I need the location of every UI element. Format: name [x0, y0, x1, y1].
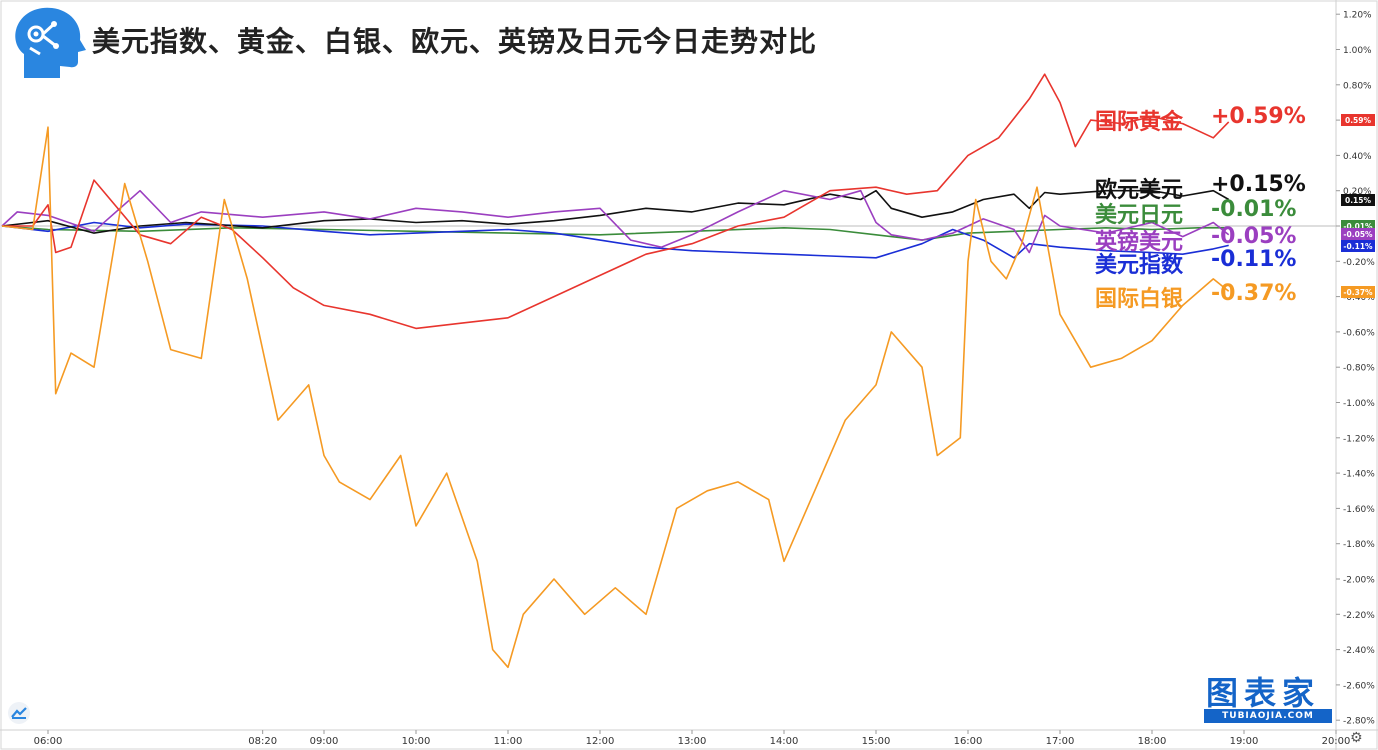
- legend-series-change: +0.15%: [1211, 172, 1306, 197]
- y-tick-label: 0.80%: [1343, 81, 1372, 91]
- price-badges: 0.59% 0.15% -0.01%-0.05% -0.11% -0.37%: [1341, 114, 1375, 298]
- x-tick-label: 14:00: [770, 736, 799, 747]
- series-badge-1: [1341, 194, 1375, 206]
- x-tick-label: 18:00: [1138, 736, 1167, 747]
- series-badge-label-1: 0.15%: [1345, 196, 1372, 205]
- x-tick-label: 11:00: [494, 736, 523, 747]
- x-tick-label: 19:00: [1230, 736, 1259, 747]
- legend-series-change: -0.11%: [1211, 247, 1297, 272]
- series-badge-label-4: -0.11%: [1343, 242, 1373, 251]
- x-tick-label: 08:20: [248, 736, 277, 747]
- tradingview-logo-icon[interactable]: [8, 702, 30, 724]
- y-tick-label: 1.00%: [1343, 46, 1372, 56]
- brand-watermark: 图表家 TUBIAOJIA.COM: [1200, 668, 1338, 726]
- series-badge-4: [1341, 240, 1375, 252]
- series-badge-label-3: -0.05%: [1343, 230, 1373, 239]
- x-tick-label: 20:00: [1322, 736, 1351, 747]
- series-line-4: [1, 221, 1229, 259]
- y-tick-label: -0.60%: [1343, 328, 1375, 338]
- brand-url: TUBIAOJIA.COM: [1204, 709, 1332, 723]
- y-tick-label: -2.80%: [1343, 717, 1375, 727]
- series-badge-label-5: -0.37%: [1343, 288, 1373, 297]
- series-line-5: [1, 126, 1230, 669]
- x-tick-label: 09:00: [310, 736, 339, 747]
- x-tick-label: 15:00: [862, 736, 891, 747]
- series-badge-5: [1341, 286, 1375, 298]
- legend-series-change: -0.01%: [1211, 197, 1297, 222]
- y-tick-label: -1.80%: [1343, 540, 1375, 550]
- y-axis: 1.20%1.00%0.80%0.60%0.40%0.20%0.00%-0.20…: [1336, 11, 1375, 727]
- y-tick-label: 0.20%: [1343, 187, 1372, 197]
- legend-series-name: 美元日元: [1095, 203, 1184, 228]
- y-tick-label: -0.20%: [1343, 258, 1375, 268]
- x-tick-label: 16:00: [954, 736, 983, 747]
- y-tick-label: -2.40%: [1343, 646, 1375, 656]
- y-tick-label: -1.20%: [1343, 434, 1375, 444]
- y-tick-label: -2.00%: [1343, 576, 1375, 586]
- x-tick-label: 13:00: [678, 736, 707, 747]
- y-tick-label: -1.60%: [1343, 505, 1375, 515]
- y-tick-label: -2.20%: [1343, 611, 1375, 621]
- series-line-1: [1, 189, 1230, 234]
- legend-series-change: -0.05%: [1211, 224, 1297, 249]
- y-tick-label: -1.40%: [1343, 470, 1375, 480]
- x-tick-label: 12:00: [586, 736, 615, 747]
- page-title: 美元指数、黄金、白银、欧元、英镑及日元今日走势对比: [92, 25, 818, 58]
- brand-name: 图表家: [1206, 674, 1321, 712]
- x-tick-label: 10:00: [402, 736, 431, 747]
- series-line-2: [1, 225, 1229, 241]
- y-tick-label: -1.00%: [1343, 399, 1375, 409]
- series-badge-0: [1341, 114, 1375, 126]
- legend-series-name: 英镑美元: [1095, 230, 1184, 255]
- ai-head-logo-icon: [10, 4, 90, 80]
- series-line-3: [1, 189, 1230, 254]
- x-tick-label: 06:00: [34, 736, 63, 747]
- legend-series-name: 欧元美元: [1095, 178, 1184, 203]
- legend-series-change: -0.37%: [1211, 281, 1297, 306]
- legend-series-name: 国际白银: [1095, 287, 1184, 312]
- series-badge-label-2: -0.01%: [1343, 222, 1373, 231]
- y-tick-label: 1.20%: [1343, 11, 1372, 21]
- series-badge-3: [1341, 228, 1375, 240]
- y-tick-label: -2.60%: [1343, 681, 1375, 691]
- settings-gear-icon[interactable]: ⚙: [1350, 730, 1363, 746]
- y-tick-label: -0.80%: [1343, 364, 1375, 374]
- y-tick-label: -0.40%: [1343, 293, 1375, 303]
- series-badge-label-0: 0.59%: [1345, 116, 1372, 125]
- y-tick-label: 0.40%: [1343, 152, 1372, 162]
- x-tick-label: 17:00: [1046, 736, 1075, 747]
- legend-series-name: 国际黄金: [1095, 110, 1184, 135]
- legend-series-change: +0.59%: [1211, 104, 1306, 129]
- legend-series-name: 美元指数: [1095, 253, 1184, 278]
- x-axis: 06:00 08:20 09:00 10:00 11:00 12:00 13:00 14:00…: [34, 730, 1351, 747]
- series-group: [1, 73, 1230, 669]
- series-line-0: [2, 73, 1230, 330]
